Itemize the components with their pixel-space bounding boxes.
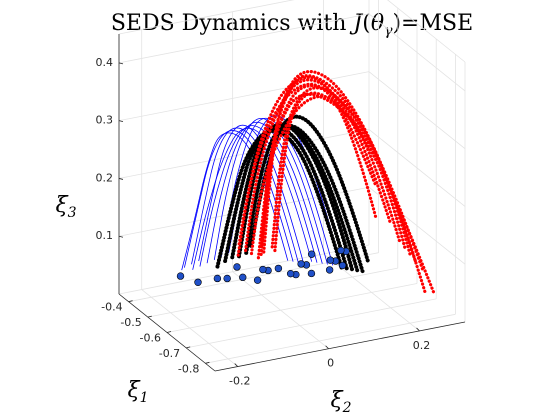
- x-tick-label: -0.5: [120, 316, 141, 329]
- z-tick-mark: [118, 62, 124, 65]
- x-tick-label: -0.8: [178, 362, 199, 375]
- z-tick-label: 0.4: [96, 56, 114, 69]
- x-tick-label: -0.6: [140, 332, 161, 345]
- trajectory-blue: [192, 127, 313, 270]
- target-marker: [176, 272, 185, 280]
- z-tick-label: 0.1: [96, 229, 114, 242]
- trajectory-red: [249, 94, 401, 258]
- y-tick-mark: [234, 363, 239, 367]
- z-axis-label: ξ3: [55, 193, 76, 221]
- grid-line: [166, 283, 418, 333]
- target-marker: [223, 274, 231, 283]
- back-wall-edge: [118, 244, 370, 295]
- z-tick-mark: [118, 178, 124, 180]
- target-marker: [307, 250, 316, 258]
- x-tick-mark: [128, 300, 133, 303]
- trajectory-blue: [213, 118, 328, 265]
- grid-planes: [118, 0, 466, 367]
- marker-layer: [176, 246, 350, 286]
- y-tick-label: -0.2: [229, 375, 250, 388]
- target-marker: [338, 261, 347, 270]
- x-tick-label: -0.7: [159, 347, 180, 360]
- z-tick-mark: [118, 120, 124, 123]
- target-marker: [297, 260, 305, 268]
- target-marker: [194, 278, 202, 286]
- z-tick-label: 0.2: [96, 171, 114, 184]
- target-marker: [259, 265, 267, 274]
- axes: [118, 34, 466, 372]
- y-axis-line: [214, 321, 466, 372]
- target-marker: [213, 274, 222, 283]
- target-marker: [233, 263, 241, 271]
- trajectory-red: [243, 78, 392, 254]
- y-axis-label: ξ2: [330, 388, 351, 416]
- y-tick-label: 0: [327, 357, 334, 370]
- grid-line: [186, 298, 437, 349]
- z-tick-mark: [118, 235, 124, 238]
- trajectory-black: [215, 128, 344, 270]
- target-marker: [337, 246, 345, 255]
- trajectory-layer: [181, 70, 435, 294]
- tick-labels: -0.4 -0.5 -0.6 -0.7 -0.8 0.2 0 -0.2 0.1 0.2 0.3 0.4: [96, 56, 431, 388]
- y-tick-label: 0.2: [413, 339, 431, 352]
- trajectory-black: [244, 123, 365, 274]
- target-marker: [239, 273, 247, 282]
- x-tick-label: -0.4: [101, 301, 122, 314]
- target-marker: [326, 256, 335, 264]
- grid-line: [205, 313, 456, 364]
- target-marker: [274, 264, 283, 273]
- target-marker: [307, 269, 316, 278]
- target-marker: [325, 266, 334, 274]
- back-wall-edge: [118, 0, 295, 35]
- chart-title: SEDS Dynamics with J(θγ)=MSE: [111, 11, 473, 39]
- y-tick-mark: [325, 345, 329, 350]
- trajectory-red: [273, 91, 435, 294]
- grid-line: [118, 129, 370, 179]
- z-tick-label: 0.3: [96, 114, 114, 127]
- x-tick-mark: [166, 331, 172, 333]
- trajectory-blue: [199, 125, 318, 267]
- grid-line: [147, 267, 398, 318]
- trajectory-blue: [191, 127, 299, 265]
- grid-line: [118, 13, 370, 64]
- y-tick-mark: [416, 327, 420, 332]
- target-marker: [253, 276, 262, 284]
- x-axis-label: ξ1: [127, 378, 148, 406]
- target-marker: [286, 269, 295, 278]
- x-tick-mark: [147, 315, 152, 318]
- x-tick-mark: [205, 361, 210, 364]
- x-tick-mark: [186, 346, 191, 349]
